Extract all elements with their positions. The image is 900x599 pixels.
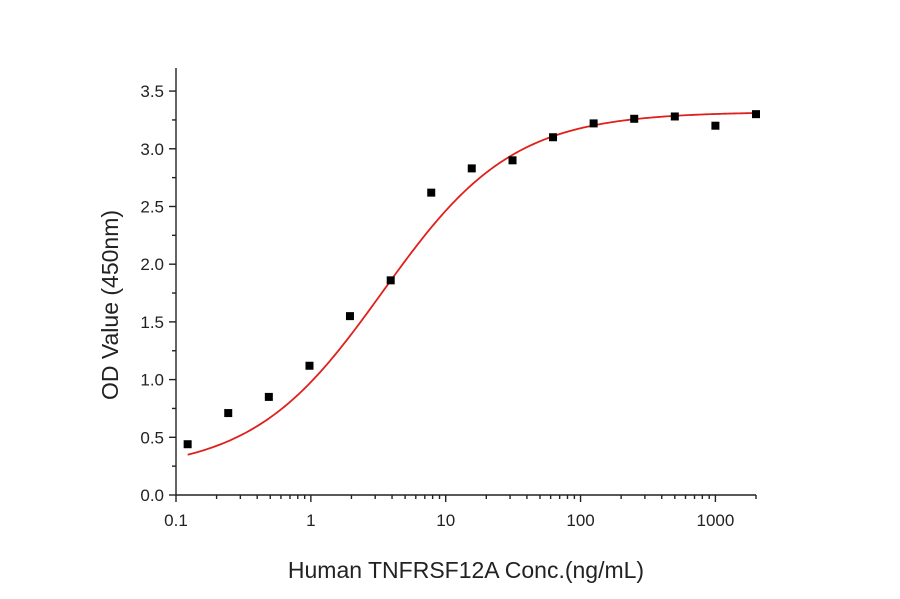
y-tick-label-0: 0.0: [140, 486, 164, 505]
x-tick-label-3: 100: [566, 511, 594, 530]
y-tick-label-5: 2.5: [140, 197, 164, 216]
data-point-9: [549, 133, 558, 142]
data-point-7: [467, 164, 476, 173]
data-point-12: [670, 112, 679, 121]
y-axis-title: OD Value (450nm): [97, 210, 123, 400]
fit-curve-layer: [187, 112, 757, 456]
x-tick-label-0: 0.1: [164, 511, 188, 530]
y-tick-label-4: 2.0: [140, 255, 164, 274]
data-point-8: [508, 156, 517, 165]
x-tick-label-1: 1: [306, 511, 315, 530]
data-point-3: [305, 361, 314, 370]
data-point-5: [386, 276, 395, 285]
y-tick-label-2: 1.0: [140, 371, 164, 390]
x-tick-label-2: 10: [436, 511, 455, 530]
axes: 0.0 0.5 1.0 1.5 2.0 2.5 3.0 3.5 0.1 1 10 100 1000: [140, 68, 757, 530]
data-point-1: [224, 409, 233, 418]
y-tick-label-1: 0.5: [140, 428, 164, 447]
data-point-6: [427, 188, 436, 197]
data-points-layer: [183, 110, 760, 449]
y-tick-label-7: 3.5: [140, 82, 164, 101]
x-tick-label-4: 1000: [696, 511, 734, 530]
data-point-2: [264, 392, 273, 401]
y-tick-label-6: 3.0: [140, 140, 164, 159]
data-point-10: [589, 119, 598, 128]
y-tick-label-3: 1.5: [140, 313, 164, 332]
data-point-13: [711, 121, 720, 130]
x-axis-title: Human TNFRSF12A Conc.(ng/mL): [288, 557, 644, 583]
data-point-11: [630, 114, 639, 123]
fit-curve: [187, 112, 757, 456]
data-point-14: [752, 110, 760, 119]
data-point-4: [345, 312, 354, 321]
data-point-0: [183, 440, 192, 449]
